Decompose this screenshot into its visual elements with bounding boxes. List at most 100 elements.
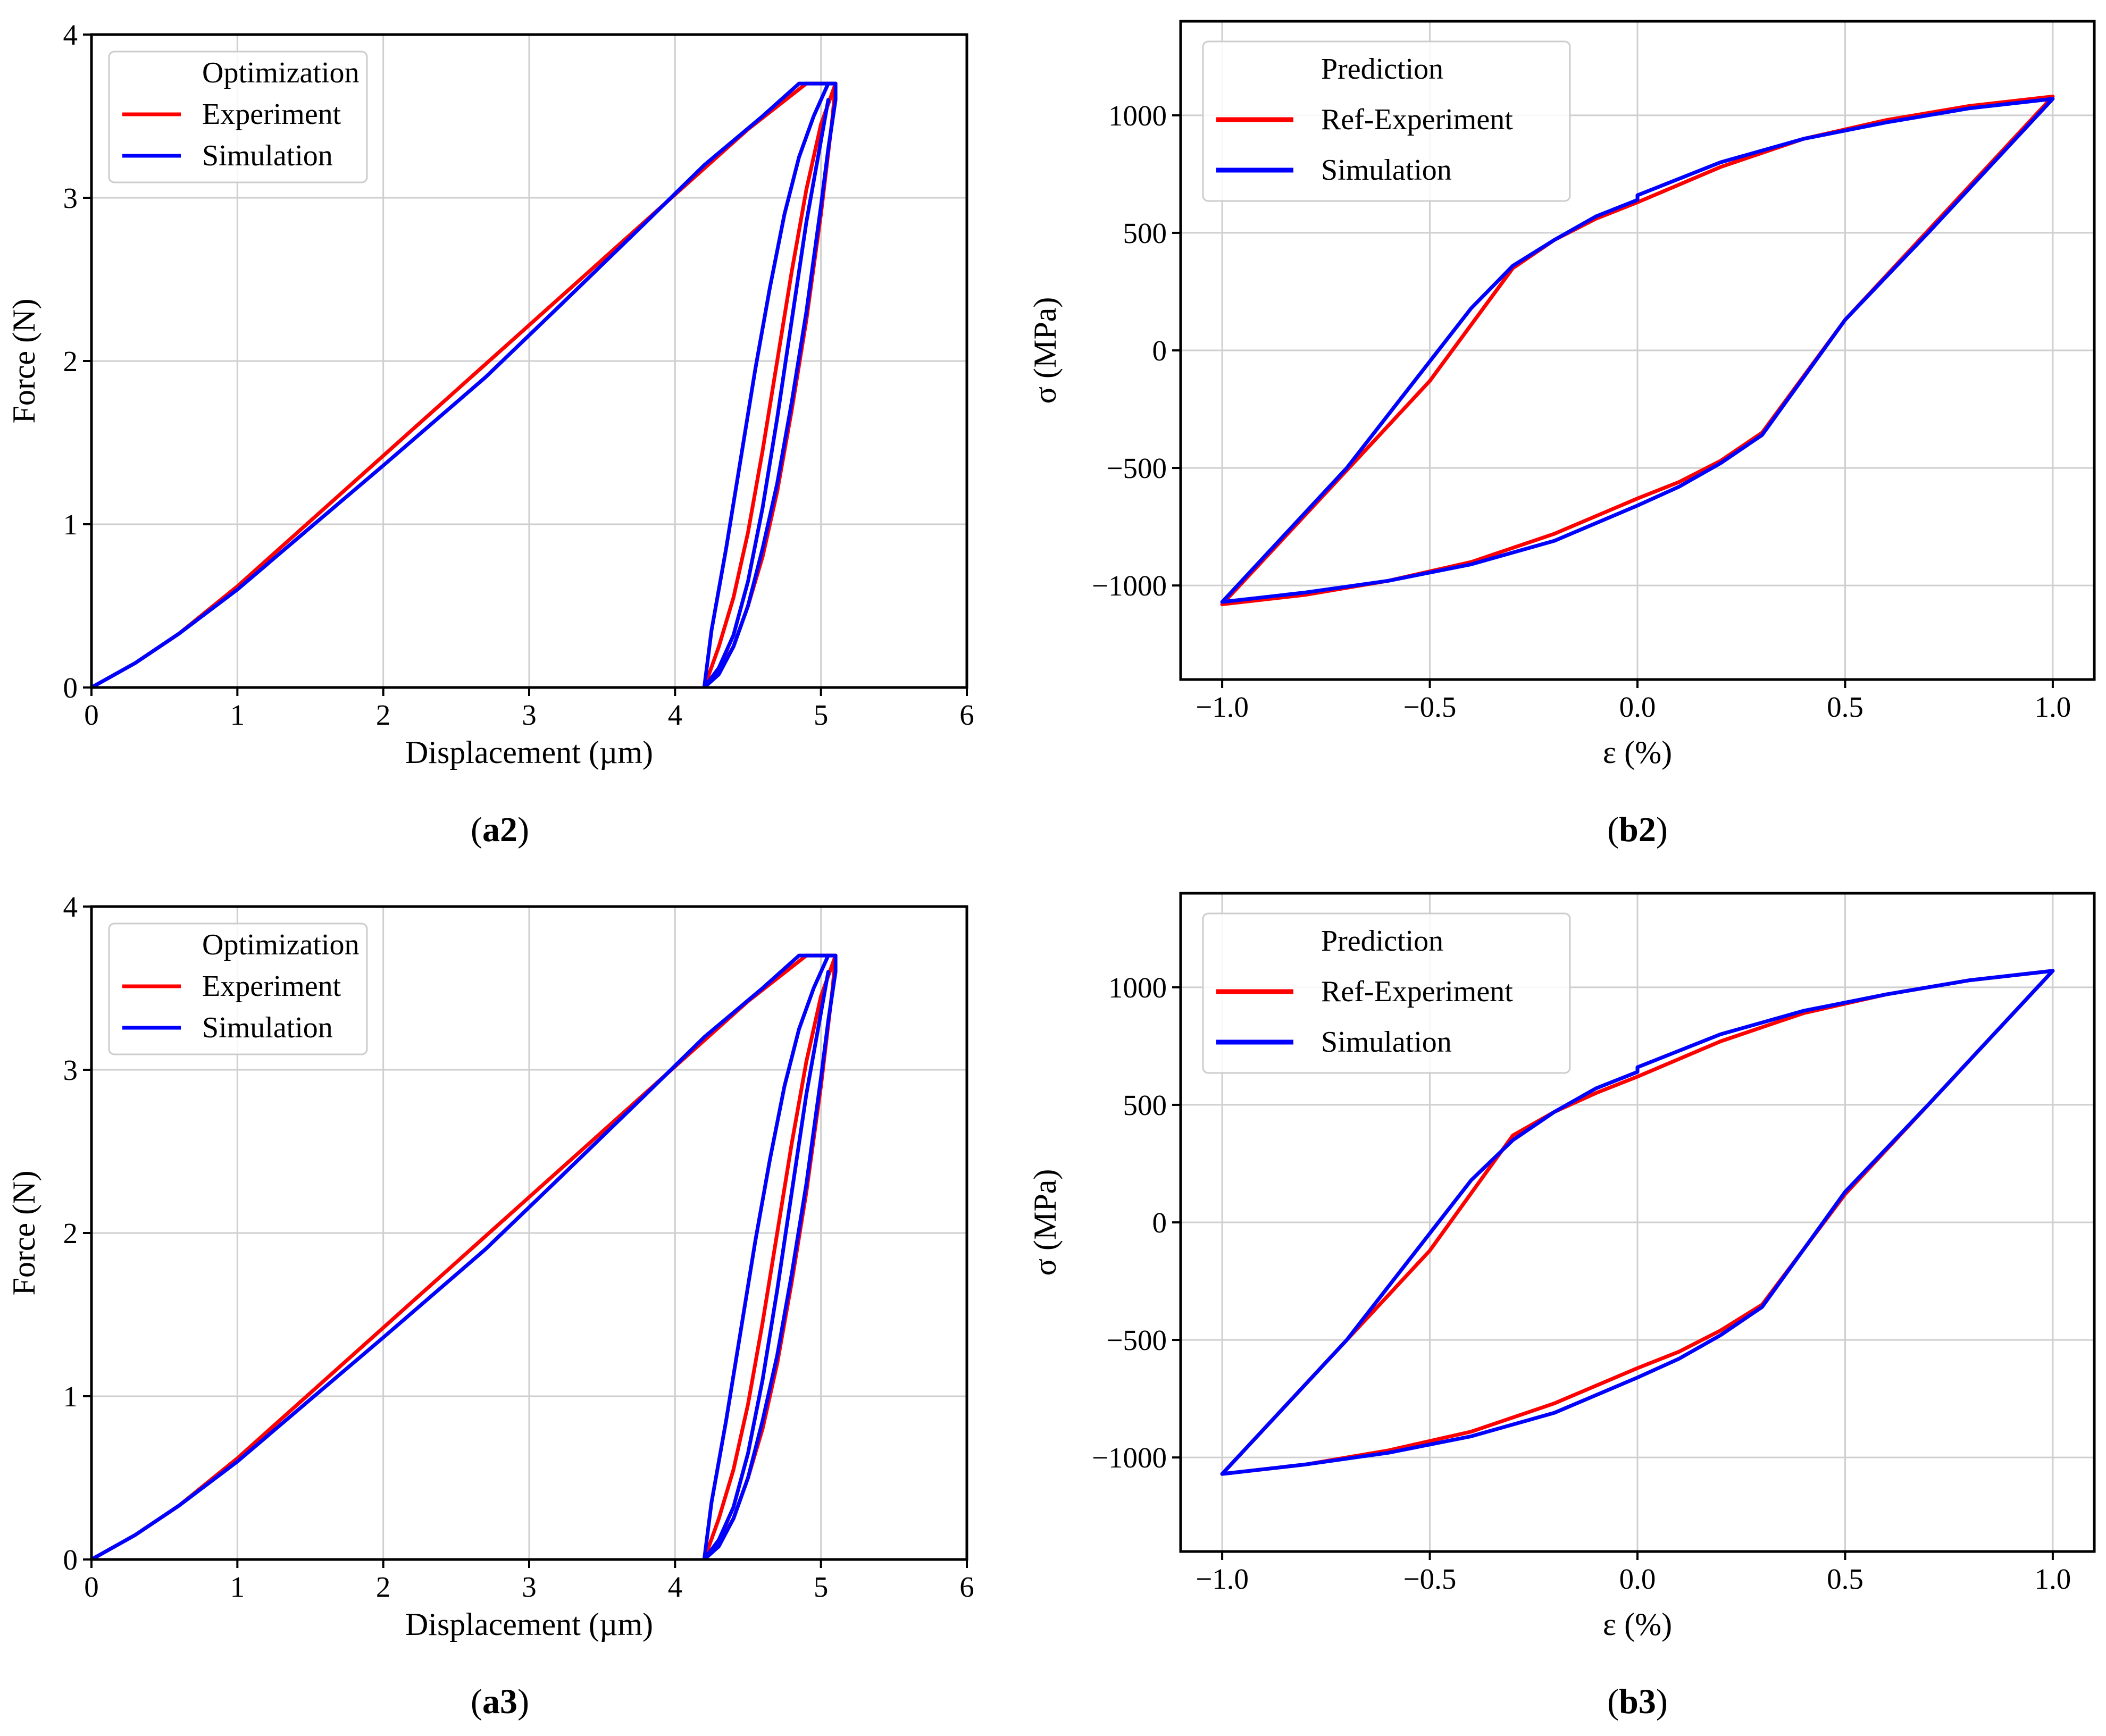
x-tick-label: 0.0	[1619, 691, 1656, 723]
panel-label-close: )	[517, 810, 529, 849]
y-tick-label: 0	[63, 1544, 78, 1576]
chart-b3: −1.0 −0.5 0.0 0.5 1.0 −1000 −500 0 500 1000 ε (%) σ…	[1027, 892, 2096, 1721]
x-tick-label: −1.0	[1196, 1563, 1249, 1595]
series-group	[91, 953, 838, 1559]
x-tick-label: 2	[376, 1571, 391, 1603]
y-tick-label: 2	[63, 1217, 78, 1249]
y-tick-label: −500	[1106, 1324, 1167, 1356]
panel-label: (b2)	[1607, 810, 1668, 849]
legend-title: Prediction	[1321, 53, 1443, 86]
series-line-simulation	[1220, 97, 2055, 604]
x-tick-label: 3	[522, 699, 537, 731]
series-line-simulation	[702, 953, 830, 1559]
panel-label-id: b2	[1619, 810, 1656, 849]
panel-label-open: (	[471, 1682, 482, 1721]
x-tick-label: 1.0	[2035, 1563, 2071, 1595]
x-tick-label: 0	[84, 1571, 99, 1603]
x-tick-label: 5	[814, 1571, 829, 1603]
series-line-simulation	[91, 953, 838, 1559]
panel-label-close: )	[517, 1682, 529, 1721]
series-line-simulation	[1220, 969, 2055, 1476]
series-group	[1220, 95, 2055, 606]
panel-label-id: a2	[482, 810, 517, 849]
x-tick-label: 0.0	[1619, 1563, 1656, 1595]
x-axis-label: Displacement (µm)	[405, 1607, 653, 1642]
y-tick-label: 3	[63, 182, 78, 214]
y-tick-label: 0	[1152, 334, 1167, 367]
y-tick-label: −500	[1106, 452, 1167, 484]
panel-label-close: )	[1656, 810, 1668, 849]
legend-entry: Experiment	[202, 970, 341, 1003]
y-tick-label: 1	[63, 508, 78, 541]
x-tick-label: −0.5	[1403, 691, 1457, 723]
x-tick-label: 0	[84, 699, 99, 731]
series-line-simulation	[702, 81, 830, 687]
panel-label-close: )	[1656, 1682, 1668, 1721]
y-tick-label: 500	[1123, 217, 1167, 249]
series-line-simulation	[702, 970, 830, 1559]
panel-label: (a3)	[471, 1682, 529, 1721]
x-tick-label: 4	[668, 1571, 683, 1603]
y-tick-label: 3	[63, 1054, 78, 1086]
y-tick-label: 0	[1152, 1206, 1167, 1239]
legend-box	[108, 922, 368, 1055]
x-tick-label: 2	[376, 699, 391, 731]
x-tick-label: 0.5	[1827, 1563, 1863, 1595]
x-tick-label: 3	[522, 1571, 537, 1603]
y-tick-label: 1000	[1108, 99, 1167, 132]
legend-entry: Simulation	[202, 139, 333, 172]
series-group	[91, 81, 838, 687]
x-tick-label: 4	[668, 699, 683, 731]
y-tick-label: 500	[1123, 1089, 1167, 1121]
series-line-simulation	[91, 81, 838, 687]
legend-entry: Simulation	[202, 1011, 333, 1044]
panel-label-open: (	[471, 810, 482, 849]
x-tick-label: 1.0	[2035, 691, 2071, 723]
panel-label-id: a3	[482, 1682, 517, 1721]
panel-label-id: b3	[1619, 1682, 1656, 1721]
x-tick-label: 1	[230, 1571, 245, 1603]
y-tick-label: 1	[63, 1380, 78, 1413]
legend: Prediction Ref-Experiment Simulation	[1202, 912, 1571, 1074]
y-tick-label: 2	[63, 345, 78, 378]
x-tick-label: 0.5	[1827, 691, 1863, 723]
legend-entry: Ref-Experiment	[1321, 103, 1513, 136]
legend: Optimization Experiment Simulation	[108, 51, 368, 183]
y-axis-label: σ (MPa)	[1027, 297, 1063, 404]
x-tick-label: −1.0	[1196, 691, 1249, 723]
series-line-simulation	[702, 98, 830, 687]
legend-box	[1202, 912, 1571, 1074]
chart-b2: −1.0 −0.5 0.0 0.5 1.0 −1000 −500 0 500 1000 ε (%) σ…	[1027, 20, 2096, 849]
legend-box	[1202, 40, 1571, 202]
panel-label-open: (	[1607, 810, 1619, 849]
legend-entry: Simulation	[1321, 1026, 1452, 1059]
x-tick-label: 1	[230, 699, 245, 731]
y-tick-label: 1000	[1108, 971, 1167, 1004]
x-axis-label: ε (%)	[1603, 1607, 1672, 1642]
y-tick-label: 0	[63, 672, 78, 704]
y-axis-label: Force (N)	[6, 299, 41, 424]
legend-entry: Simulation	[1321, 154, 1452, 187]
x-axis-label: Displacement (µm)	[405, 735, 653, 770]
panel-label-open: (	[1607, 1682, 1619, 1721]
x-tick-label: 5	[814, 699, 829, 731]
y-tick-label: −1000	[1092, 1441, 1167, 1474]
panel-label: (b3)	[1607, 1682, 1668, 1721]
y-tick-label: 4	[63, 891, 78, 923]
chart-a2: 0 1 2 3 4 5 6 0 1 2 3 4 Displacement (µm) Force (N) Op…	[6, 19, 974, 849]
series-group	[1220, 969, 2055, 1476]
x-axis-label: ε (%)	[1603, 735, 1672, 770]
y-axis-label: σ (MPa)	[1027, 1169, 1063, 1276]
legend-title: Optimization	[202, 56, 360, 89]
y-tick-label: 4	[63, 19, 78, 51]
panel-label: (a2)	[471, 810, 529, 849]
legend-title: Prediction	[1321, 925, 1443, 958]
chart-a3: 0 1 2 3 4 5 6 0 1 2 3 4 Displacement (µm) Force (N) Op…	[6, 891, 974, 1721]
x-tick-label: 6	[959, 1571, 974, 1603]
legend: Prediction Ref-Experiment Simulation	[1202, 40, 1571, 202]
y-tick-label: −1000	[1092, 569, 1167, 602]
legend-box	[108, 51, 368, 183]
y-axis-label: Force (N)	[6, 1171, 41, 1296]
legend: Optimization Experiment Simulation	[108, 922, 368, 1055]
